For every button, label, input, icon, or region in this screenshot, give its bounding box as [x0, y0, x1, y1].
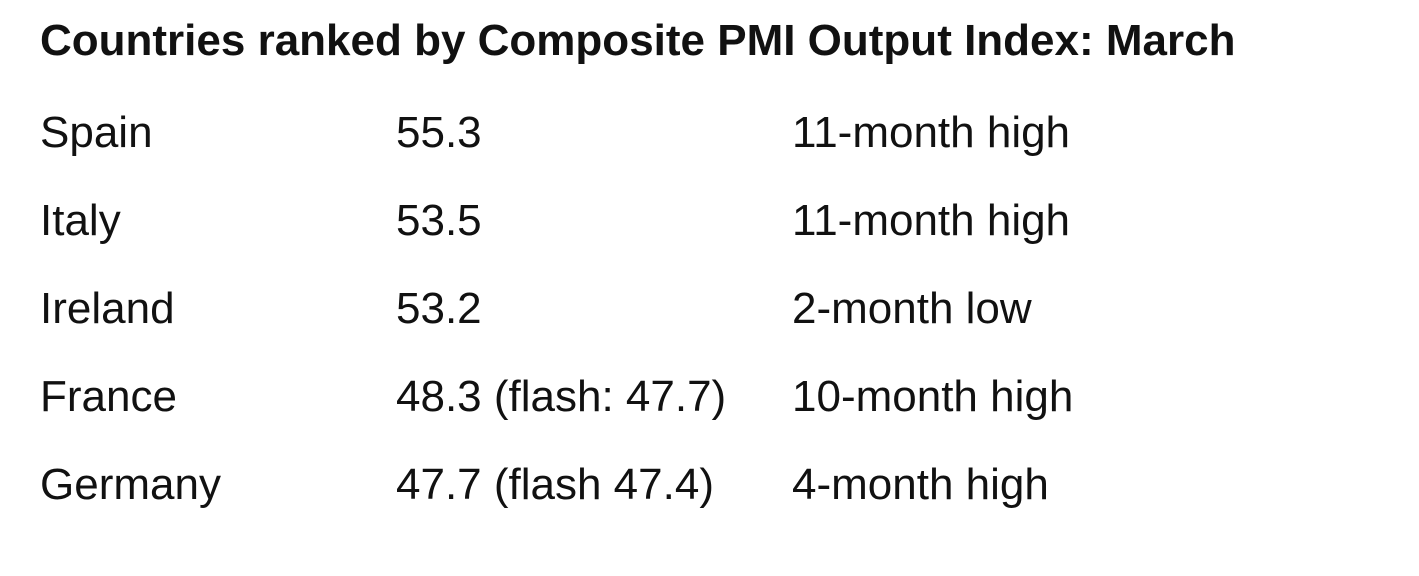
trend: 4-month high — [792, 460, 1049, 509]
title: Countries ranked by Composite PMI Output… — [40, 16, 1236, 65]
pmi-value: 53.5 — [396, 196, 482, 245]
trend: 2-month low — [792, 284, 1032, 333]
trend: 11-month high — [792, 196, 1071, 245]
country: Ireland — [40, 284, 175, 333]
pmi-value: 53.2 — [396, 284, 482, 333]
pmi-value: 55.3 — [396, 108, 482, 157]
pmi-value: 48.3 (flash: 47.7) — [396, 372, 727, 421]
trend: 10-month high — [792, 372, 1074, 421]
country: Germany — [40, 460, 221, 509]
trend: 11-month high — [792, 108, 1071, 157]
country: France — [40, 372, 177, 421]
country: Spain — [40, 108, 153, 157]
country: Italy — [40, 196, 121, 245]
pmi-value: 47.7 (flash 47.4) — [396, 460, 714, 509]
